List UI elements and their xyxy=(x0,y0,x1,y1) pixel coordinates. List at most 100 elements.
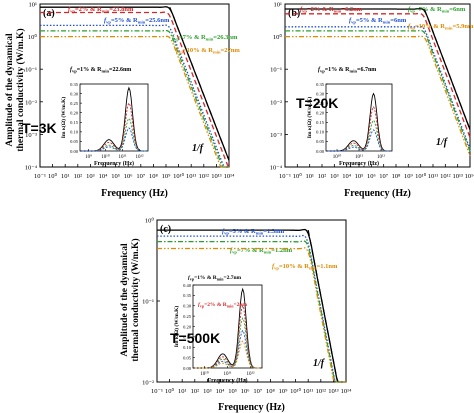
x-tick-label: 10³ xyxy=(330,173,339,180)
inset-label-1: fvp=1% & Rmin=2.7nm xyxy=(188,275,242,282)
inset-y-tick-label: 0.25 xyxy=(70,101,79,106)
x-tick-label: 10³ xyxy=(203,388,212,395)
panel-label: (a) xyxy=(43,8,55,19)
series-label: fvp=7% & Rmin=26.3nm xyxy=(172,34,238,42)
x-tick-label: 10¹¹ xyxy=(303,388,313,395)
inset-y-tick-label: 0.15 xyxy=(70,120,79,125)
inset-x-axis-label: Frequency (Hz) xyxy=(207,377,247,384)
inset-y-tick-label: 0.40 xyxy=(183,283,192,288)
x-tick-label: 10⁻¹ xyxy=(34,173,46,180)
x-tick-label: 10¹³ xyxy=(211,173,221,180)
x-tick-label: 10² xyxy=(74,173,83,180)
x-tick-label: 10⁵ xyxy=(355,173,364,180)
inset-series-line xyxy=(328,129,390,152)
x-tick-label: 10² xyxy=(191,388,200,395)
inset-x-tick-label: 10¹⁰ xyxy=(333,154,342,160)
x-tick-label: 10² xyxy=(318,173,327,180)
x-tick-label: 10⁹ xyxy=(162,173,172,180)
temperature-label: T=20K xyxy=(296,95,338,111)
x-tick-label: 10¹⁰ xyxy=(290,387,301,395)
x-tick-label: 10⁶ xyxy=(124,173,133,180)
inset-y-tick-label: 0.00 xyxy=(316,149,325,154)
x-tick-label: 10⁶ xyxy=(241,388,250,395)
inset-y-axis-label: Im κ(Ω) (W/m.K) xyxy=(173,306,180,348)
x-tick-label: 10¹¹ xyxy=(428,173,438,180)
inset-x-tick-label: 10⁹ xyxy=(85,154,92,160)
slope-label: 1/f xyxy=(313,358,326,369)
plot-frame xyxy=(284,3,471,168)
inset-frame xyxy=(192,284,263,369)
inset-y-tick-label: 0.00 xyxy=(183,366,192,371)
x-axis-label: Frequency (Hz) xyxy=(344,188,411,199)
y-axis-label-line2: thermal conductivity (W/m.K) xyxy=(15,28,26,151)
inset-y-tick-label: 0.30 xyxy=(316,91,325,96)
y-axis-label-line1: Amplitude of the dynamical xyxy=(5,33,15,147)
x-tick-label: 10⁶ xyxy=(367,173,376,180)
inset-x-tick-label: 10¹² xyxy=(377,154,385,160)
x-tick-label: 10⁸ xyxy=(149,173,159,180)
y-tick-label: 10⁻² xyxy=(270,99,282,106)
inset-label: fvp=1% & Rmin=6.7nm xyxy=(318,67,376,74)
x-tick-label: 10¹¹ xyxy=(186,173,196,180)
inset-x-tick-label: 10¹⁰ xyxy=(200,371,209,377)
series-label: fvp=5% & Rmin=25.6nm xyxy=(104,17,170,25)
y-tick-label: 10⁻² xyxy=(142,380,154,387)
series-label: fvp=10% & Rmin=27nm xyxy=(176,47,240,55)
x-tick-label: 10¹ xyxy=(61,173,70,180)
bulk-curve xyxy=(40,6,230,161)
y-axis-label: Amplitude of the dynamical thermal conduc… xyxy=(120,238,141,361)
y-tick-label: 10⁰ xyxy=(273,33,283,41)
inset-y-tick-label: 0.20 xyxy=(183,324,192,329)
series-label: fvp=5% & Rmin=1.3nm xyxy=(222,228,285,236)
y-tick-label: 10¹ xyxy=(29,2,38,9)
inset-y-tick-label: 0.05 xyxy=(70,139,79,144)
inset-y-axis-label: Im κ(Ω) (W/m.K) xyxy=(306,97,313,139)
inset-y-tick-label: 0.20 xyxy=(70,111,79,116)
y-tick-label: 10¹ xyxy=(274,2,283,9)
x-tick-label: 10¹⁰ xyxy=(173,172,184,180)
inset-frame xyxy=(79,83,149,152)
inset-y-axis-label-group: Im κ(Ω) (W/m.K) xyxy=(306,97,313,139)
y-axis-label-line1: Amplitude of the dynamical xyxy=(120,243,130,357)
y-tick-label: 10⁻⁴ xyxy=(270,165,283,172)
inset-label-2: fvp=2% & Rmin=2nm xyxy=(198,302,247,309)
inset-x-tick-label: 10¹¹ xyxy=(355,154,363,160)
x-tick-label: 10¹³ xyxy=(452,173,462,180)
x-tick-label: 10¹⁴ xyxy=(465,173,474,180)
inset-x-tick-label: 10¹² xyxy=(136,154,144,160)
inset-y-tick-label: 0.05 xyxy=(316,139,325,144)
series-label: fvp=5% & Rmin=6nm xyxy=(349,17,407,25)
inset-y-axis-label-group: Im κ(Ω) (W/m.K) xyxy=(173,306,180,348)
inset-x-tick-label: 10¹¹ xyxy=(119,154,127,160)
x-tick-label: 10⁰ xyxy=(48,172,58,180)
x-tick-label: 10¹³ xyxy=(328,388,338,395)
inset-y-axis-label: Im κ(Ω) (W/m.K) xyxy=(60,97,67,139)
inset-label: fvp=1% & Rmin=22.6nm xyxy=(70,67,131,74)
x-tick-label: 10⁻¹ xyxy=(151,388,163,395)
series-line xyxy=(40,35,229,168)
y-axis-label-line2: thermal conductivity (W/m.K) xyxy=(130,238,141,361)
y-tick-label: 10⁰ xyxy=(145,217,155,225)
x-tick-label: 10¹ xyxy=(178,388,187,395)
inset-y-tick-label: 0.10 xyxy=(183,345,192,350)
x-tick-label: 10⁹ xyxy=(404,173,414,180)
inset-y-tick-label: 0.35 xyxy=(70,82,79,87)
bulk-curve xyxy=(157,228,346,383)
x-tick-label: 10³ xyxy=(86,173,95,180)
inset-x-axis-label: Frequency (Hz) xyxy=(339,160,379,167)
x-tick-label: 10¹⁴ xyxy=(224,173,235,180)
x-tick-label: 10⁸ xyxy=(392,173,402,180)
inset-y-tick-label: 0.15 xyxy=(183,335,192,340)
inset-y-tick-label: 0.30 xyxy=(183,304,192,309)
y-tick-label: 10⁻¹ xyxy=(25,67,37,74)
series-label: fvp=2% & Rmin=6.2nm xyxy=(300,6,363,14)
inset-y-tick-label: 0.05 xyxy=(183,355,192,360)
series-label: fvp=2% & Rmin=23.8nm xyxy=(68,6,134,14)
y-tick-label: 10⁰ xyxy=(28,33,38,41)
x-tick-label: 10¹⁰ xyxy=(415,172,426,180)
inset-series-line xyxy=(328,119,390,152)
x-tick-label: 10¹⁴ xyxy=(341,388,352,395)
series-line xyxy=(157,240,346,383)
x-tick-label: 10⁴ xyxy=(342,173,352,180)
